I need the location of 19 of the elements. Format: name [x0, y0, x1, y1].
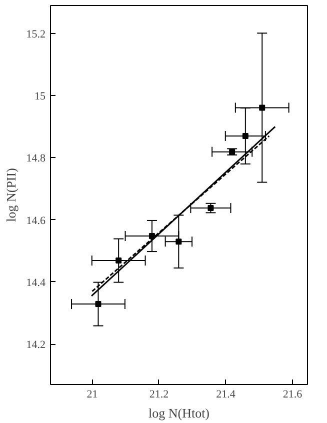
x-tick-label: 21.2	[149, 388, 169, 400]
y-tick-label: 14.8	[26, 152, 46, 165]
point	[176, 238, 182, 245]
point	[242, 132, 248, 139]
y-axis-title: log N(PII)	[3, 168, 18, 222]
point	[116, 258, 122, 264]
x-axis-title: log N(Htot)	[148, 406, 210, 420]
y-tick-label: 14.2	[26, 339, 46, 352]
point	[208, 205, 214, 212]
y-tick-label: 15	[34, 90, 46, 103]
y-tick-label: 14.6	[26, 214, 46, 227]
x-tick-label: 21.6	[282, 388, 303, 400]
point	[95, 301, 102, 308]
x-tick-label: 21	[86, 388, 98, 400]
x-tick-label: 21.4	[216, 388, 236, 400]
y-tick-label: 14.4	[26, 276, 46, 289]
point	[229, 148, 236, 155]
y-tick-label: 15.2	[26, 28, 46, 40]
point	[259, 104, 266, 111]
